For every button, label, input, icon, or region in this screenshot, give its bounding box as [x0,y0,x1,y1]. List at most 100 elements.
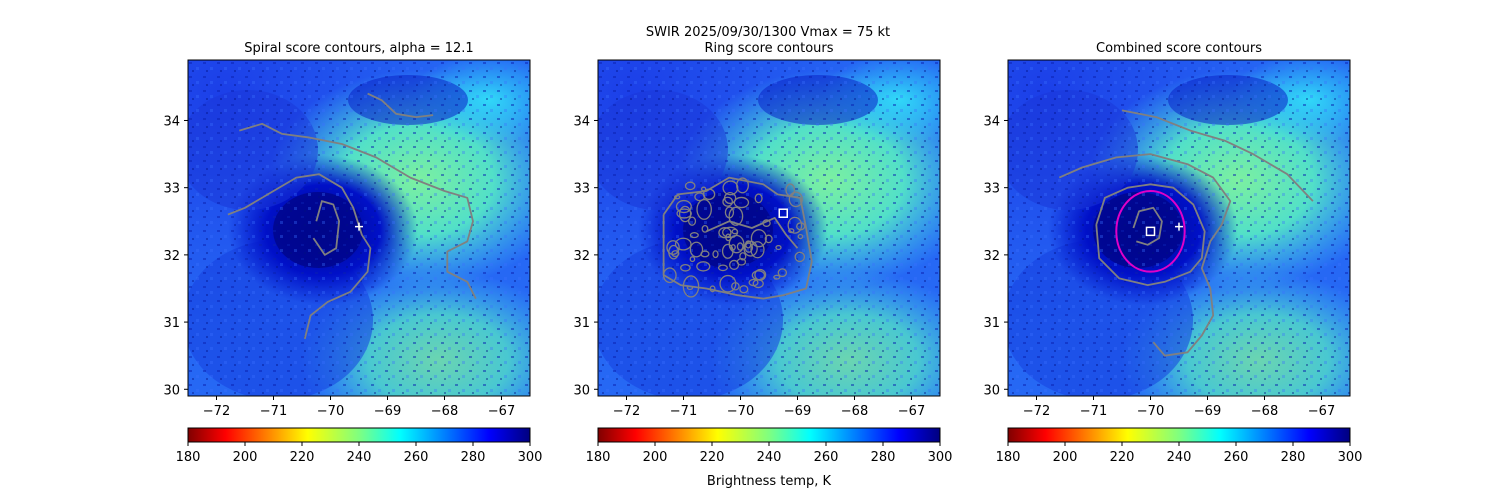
center-plus-marker [355,222,363,231]
x-tick-label: −72 [613,404,640,419]
x-tick-label: −71 [1080,404,1107,419]
ring-contour-blob [728,206,744,226]
ring-contour-blob [787,216,803,234]
panel-title: Spiral score contours, alpha = 12.1 [244,41,473,56]
ring-contour-blob [751,270,766,281]
ring-contour-blob [722,196,734,207]
colorbar-tick-label: 200 [233,450,258,465]
axes-frame [187,59,531,397]
y-tick-label: 32 [163,249,180,264]
ring-contour-blob [666,240,680,255]
y-tick-label: 33 [163,182,180,197]
colorbar-label: Brightness temp, K [707,474,832,489]
ring-contour-cluster [662,177,806,298]
contour-line [367,92,434,118]
ring-contour-blob [744,242,754,253]
ring-contour-blob [662,267,677,284]
contour-line [1095,183,1206,286]
panel-title: Ring score contours [704,41,833,56]
y-tick-label: 34 [573,114,590,129]
y-tick-label: 30 [163,383,180,398]
colorbar [187,427,531,443]
ring-contour-blob [796,222,806,231]
ring-contour-blob [773,274,781,280]
y-tick-label: 31 [983,316,1000,331]
colorbar [1007,427,1351,443]
ring-contour-blob [689,256,696,263]
colorbar-tick-label: 300 [1338,450,1363,465]
ring-contour-blob [739,252,747,261]
ring-contour-blob [717,264,728,272]
colorbar-tick-label: 260 [404,450,429,465]
ring-contour-blob [700,250,710,258]
ring-contour-blob [668,244,680,260]
ring-contour-blob [736,242,744,251]
x-tick-label: −68 [1251,404,1278,419]
ring-contour-blob [764,234,773,244]
panel-3: Combined score contours −72 −71 −70 −69 −68 −6… [983,41,1363,465]
colorbar-tick-label: 200 [643,450,668,465]
x-tick-label: −67 [1308,404,1335,419]
x-tick-label: −70 [317,404,344,419]
ring-contour-blob [674,237,692,251]
colorbar-tick-label: 240 [757,450,782,465]
ring-contour-blob [678,205,692,223]
colorbar-tick-label: 180 [586,450,611,465]
y-tick-label: 34 [983,114,1000,129]
ring-contour-blob [701,224,709,233]
ring-contour-blob [680,263,691,272]
y-tick-label: 31 [573,316,590,331]
ring-contour-blob [750,229,767,248]
center-square-marker [778,208,788,218]
x-tick-label: −69 [784,404,811,419]
satellite-image [1008,60,1350,396]
ring-contour-blob [696,198,712,220]
x-tick-label: −71 [670,404,697,419]
x-tick-label: −70 [727,404,754,419]
ring-contour-blob [709,285,716,293]
x-tick-label: −67 [898,404,925,419]
ring-contour-blob [785,183,796,197]
x-tick-label: −72 [1023,404,1050,419]
satellite-image [188,60,530,396]
ring-contour-blob [722,180,739,196]
ring-contour-blob [797,233,804,240]
x-tick-label: −71 [260,404,287,419]
center-plus-marker [1175,222,1183,231]
axes-frame [1007,59,1351,397]
colorbar-tick-label: 280 [461,450,486,465]
x-tick-label: −69 [1194,404,1221,419]
radius-circle [1115,190,1186,273]
colorbar-tick-label: 240 [1167,450,1192,465]
ring-contour-blob [700,186,707,192]
ring-contour-blob [719,274,737,293]
ring-contour-blob [733,196,750,209]
colorbar-tick-label: 280 [871,450,896,465]
colorbar-tick-label: 180 [176,450,201,465]
ring-contour-blob [689,232,699,239]
ring-contour-blob [682,275,700,298]
y-tick-label: 34 [163,114,180,129]
x-tick-label: −68 [841,404,868,419]
contour-line [1132,206,1163,246]
ring-contour-blob [702,188,716,201]
center-square-marker [1145,226,1156,237]
colorbar-tick-label: 300 [928,450,953,465]
ring-contour-blob [686,285,694,291]
colorbar-tick-label: 220 [700,450,725,465]
ring-contour-blob [762,219,771,227]
figure-suptitle: SWIR 2025/09/30/1300 Vmax = 75 kt [646,25,890,40]
panel-2: Ring score contours −72 −71 −70 −69 −68 −67 30 3… [573,41,953,489]
ring-contour-blob [750,241,765,259]
panel-1: Spiral score contours, alpha = 12.1 −72 −7… [163,41,542,465]
y-tick-label: 30 [983,383,1000,398]
contour-line [662,176,813,300]
ring-contour-blob [775,244,782,251]
ring-contour-blob [718,227,732,239]
colorbar-tick-label: 180 [996,450,1021,465]
y-tick-label: 30 [573,383,590,398]
x-tick-label: −68 [431,404,458,419]
contour-line [312,200,340,256]
ring-contour-blob [736,177,749,194]
